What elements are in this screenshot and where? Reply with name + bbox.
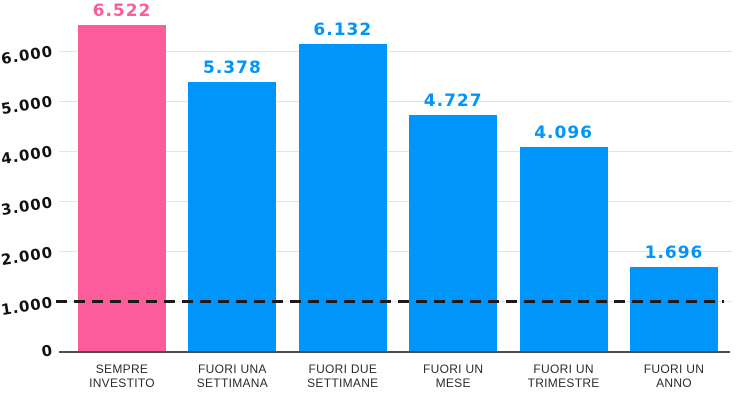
- bar-value-label: 6.132: [313, 20, 373, 41]
- bar-fuori-un-mese: [409, 114, 498, 352]
- bar-fuori-un-trimestre: [519, 146, 608, 352]
- bar-value-label: 5.378: [203, 58, 262, 79]
- gridline-6000: [59, 50, 732, 52]
- y-axis-tick-label: 0: [40, 341, 55, 361]
- x-axis-category-label: FUORI UN ANNO: [616, 362, 732, 390]
- x-axis-line: [59, 351, 730, 353]
- bar-sempre-investito: [78, 24, 166, 352]
- x-axis-category-label: FUORI DUE SETTIMANE: [285, 362, 401, 390]
- y-axis-tick-label: 1.000: [0, 292, 55, 319]
- x-axis-category-label: SEMPRE INVESTITO: [64, 362, 180, 390]
- bar-value-label: 4.727: [423, 90, 483, 111]
- x-axis-category-line: ANNO: [656, 376, 692, 390]
- y-axis-tick-label: 2.000: [0, 242, 55, 269]
- x-axis-category-label: FUORI UN MESE: [395, 362, 511, 390]
- y-axis-tick-label: 4.000: [0, 142, 55, 169]
- bar-fuori-due-settimane: [298, 44, 387, 352]
- gridline-3000: [59, 201, 732, 202]
- x-axis-category-label: FUORI UN TRIMESTRE: [506, 362, 622, 390]
- gridline-5000: [59, 100, 732, 102]
- y-axis-tick-label: 5.000: [0, 92, 55, 119]
- bar-value-label: 6.522: [92, 0, 152, 21]
- gridline-2000: [59, 251, 732, 253]
- x-axis-category-line: FUORI UNA: [198, 362, 267, 376]
- reference-line-1000: [56, 300, 724, 304]
- bar-value-label: 1.696: [644, 242, 704, 263]
- gridline-4000: [59, 150, 732, 152]
- x-axis-category-line: FUORI UN: [533, 362, 594, 376]
- x-axis-category-line: FUORI UN: [643, 362, 705, 376]
- x-axis-category-line: TRIMESTRE: [527, 376, 600, 390]
- x-axis-category-line: SETTIMANE: [307, 376, 379, 390]
- x-axis-category-line: MESE: [435, 376, 471, 390]
- x-axis-category-line: FUORI DUE: [308, 362, 378, 376]
- x-axis-category-line: INVESTITO: [89, 376, 155, 390]
- bar-fuori-un-anno: [630, 266, 718, 352]
- y-axis-tick-label: 3.000: [0, 192, 55, 219]
- x-axis-category-line: SEMPRE: [95, 362, 149, 376]
- bar-fuori-una-settimana: [188, 82, 277, 352]
- x-axis-category-line: SETTIMANA: [196, 376, 269, 390]
- x-axis-category-label: FUORI UNA SETTIMANA: [174, 362, 290, 390]
- bar-value-label: 4.096: [534, 122, 593, 143]
- y-axis-tick-label: 6.000: [0, 42, 55, 69]
- x-axis-category-line: FUORI UN: [422, 362, 484, 376]
